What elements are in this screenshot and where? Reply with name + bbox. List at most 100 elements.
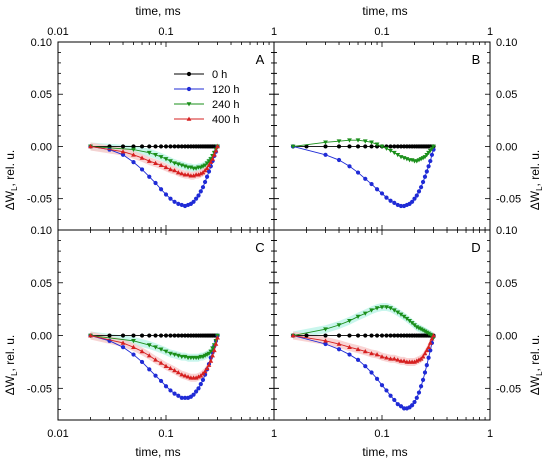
data-point <box>210 353 215 358</box>
data-point <box>175 170 181 175</box>
series-line <box>292 139 434 162</box>
data-point <box>426 344 431 349</box>
data-point <box>196 193 201 198</box>
data-point <box>388 198 393 203</box>
data-point <box>362 139 368 144</box>
y-tick-label: 0.05 <box>496 278 517 290</box>
data-point <box>392 200 397 205</box>
data-point <box>384 388 389 393</box>
data-point <box>172 391 177 396</box>
data-point <box>409 321 415 326</box>
data-point <box>347 144 352 149</box>
series-line <box>292 335 434 409</box>
data-point <box>422 351 428 356</box>
data-point <box>213 341 219 346</box>
data-point <box>304 144 309 149</box>
data-point <box>202 163 208 168</box>
data-point <box>336 144 342 149</box>
bottom-tick-label: 0.1 <box>374 428 389 440</box>
data-point <box>401 314 407 319</box>
data-point <box>163 192 169 197</box>
data-point <box>131 352 136 357</box>
data-point <box>131 152 136 157</box>
data-point <box>179 144 184 149</box>
data-point <box>391 356 397 361</box>
data-point <box>414 358 420 363</box>
data-point <box>369 308 374 313</box>
y-tick-label: 0.00 <box>496 331 517 343</box>
series-0h-a <box>88 144 220 149</box>
data-point <box>172 199 177 204</box>
top-tick-label: 1 <box>487 26 493 38</box>
data-point <box>395 153 401 158</box>
data-point <box>374 187 380 192</box>
data-point <box>196 386 201 391</box>
data-point <box>163 144 169 149</box>
data-point <box>420 377 426 382</box>
data-point <box>388 356 393 361</box>
data-point <box>388 148 393 154</box>
data-point <box>355 314 361 319</box>
data-point <box>147 144 152 149</box>
data-point <box>374 333 380 338</box>
data-point <box>168 388 173 393</box>
left-top-ylabel: ΔWL, rel. u. <box>3 150 19 210</box>
data-point <box>182 395 188 400</box>
bottom-right-xlabel: time, ms <box>362 445 407 459</box>
data-point <box>168 144 173 149</box>
data-point <box>384 355 389 360</box>
data-point <box>398 144 404 149</box>
data-point <box>193 166 199 171</box>
data-point <box>179 372 185 377</box>
data-point <box>355 138 361 143</box>
data-point <box>168 196 173 201</box>
data-point <box>198 373 204 378</box>
top-tick-label: 0.1 <box>158 26 173 38</box>
data-point <box>374 142 380 147</box>
data-point <box>179 395 184 400</box>
data-point <box>176 201 181 206</box>
data-point <box>323 327 328 332</box>
data-point <box>147 333 152 338</box>
data-point <box>355 144 361 149</box>
data-point <box>198 382 203 387</box>
legend-marker <box>186 86 192 92</box>
data-point <box>379 144 385 149</box>
data-point <box>420 354 426 359</box>
data-point <box>204 165 210 171</box>
data-point <box>163 164 169 170</box>
data-point <box>395 402 400 407</box>
data-point <box>395 310 401 315</box>
svg-text:ΔWL, rel. u.: ΔWL, rel. u. <box>528 335 544 395</box>
data-point <box>416 189 422 194</box>
data-point <box>176 333 181 338</box>
y-tick-label: 0.05 <box>31 89 52 101</box>
data-point <box>355 170 361 175</box>
bottom-tick-label: 1 <box>487 428 493 440</box>
top-tick-label: 1 <box>271 26 277 38</box>
data-point <box>355 333 361 338</box>
data-point <box>428 158 433 164</box>
data-point <box>290 144 296 149</box>
data-point <box>398 203 404 209</box>
y-tick-label: 0.10 <box>496 37 517 49</box>
data-point <box>418 327 424 332</box>
data-point <box>202 179 208 185</box>
y-tick-label: 0.00 <box>496 141 517 153</box>
data-point <box>168 167 173 172</box>
data-point <box>426 355 431 360</box>
data-point <box>384 333 389 338</box>
data-point <box>418 356 424 361</box>
data-point <box>206 362 212 367</box>
data-point <box>392 144 397 149</box>
data-point <box>158 378 164 384</box>
data-point <box>120 333 126 338</box>
data-point <box>388 306 393 311</box>
data-point <box>182 333 188 338</box>
data-point <box>172 168 177 173</box>
data-point <box>146 150 152 156</box>
legend-marker <box>186 71 192 77</box>
panel-a: A <box>88 52 265 209</box>
data-point <box>210 156 215 161</box>
